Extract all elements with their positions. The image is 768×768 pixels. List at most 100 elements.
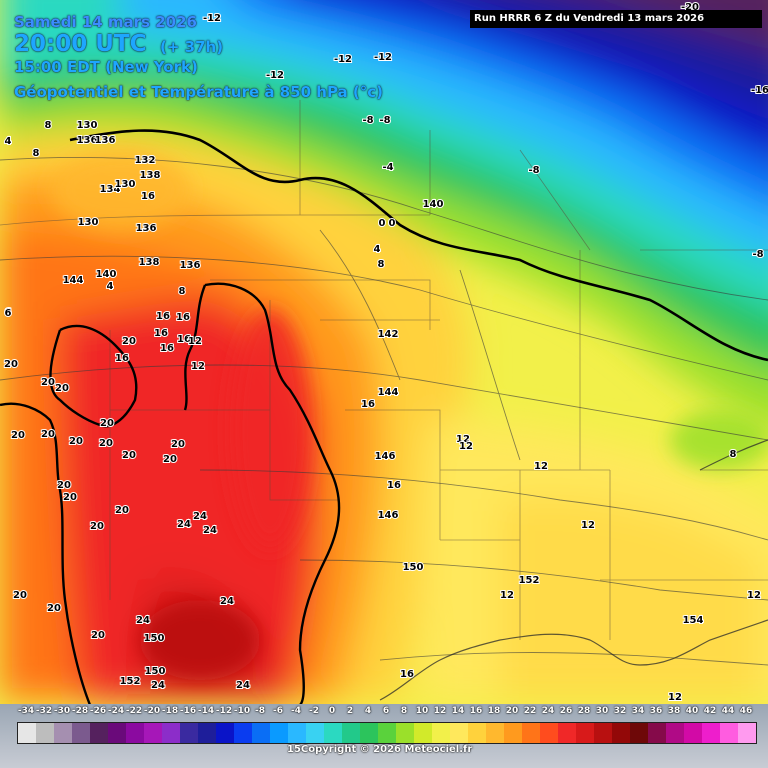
isotherm-label: 4 bbox=[107, 281, 114, 292]
isotherm-label: 16 bbox=[160, 343, 174, 354]
run-info: Run HRRR 6 Z du Vendredi 13 mars 2026 bbox=[470, 10, 762, 28]
isotherm-label: 12 bbox=[500, 590, 514, 601]
isotherm-label: -4 bbox=[382, 162, 393, 173]
scale-tick-label: 14 bbox=[451, 706, 465, 716]
scale-swatch bbox=[18, 723, 36, 743]
scale-tick-label: -24 bbox=[107, 706, 125, 716]
scale-tick-label: -12 bbox=[215, 706, 233, 716]
isotherm-label: 12 bbox=[747, 590, 761, 601]
geopotential-label: 142 bbox=[378, 329, 399, 340]
isotherm-label: 20 bbox=[63, 492, 77, 503]
geopotential-label: 150 bbox=[145, 666, 166, 677]
isotherm-label: 12 bbox=[581, 520, 595, 531]
scale-tick-label: 34 bbox=[631, 706, 645, 716]
isotherm-label: 8 bbox=[45, 120, 52, 131]
scale-swatch bbox=[738, 723, 756, 743]
isotherm-label: 16 bbox=[115, 353, 129, 364]
twenty-isotherm bbox=[0, 282, 341, 706]
isotherm-label: 8 bbox=[33, 148, 40, 159]
scale-swatch bbox=[144, 723, 162, 743]
isotherm-label: 20 bbox=[69, 436, 83, 447]
isotherm-label: 16 bbox=[176, 312, 190, 323]
isotherm-label: -12 bbox=[203, 13, 221, 24]
isotherm-label: 12 bbox=[191, 361, 205, 372]
forecast-date: Samedi 14 mars 2026 bbox=[14, 13, 197, 31]
geopotential-label: 130 bbox=[115, 179, 136, 190]
scale-tick-label: 40 bbox=[685, 706, 699, 716]
geopotential-label: 140 bbox=[96, 269, 117, 280]
isotherm-label: 8 bbox=[730, 449, 737, 460]
scale-tick-labels: -34 -32 -30 -28 -26 -24 -22 -20 -18 -16 -14 -12 -10-… bbox=[0, 704, 768, 720]
isotherm-label: 20 bbox=[47, 603, 61, 614]
isotherm-label: -8 bbox=[379, 115, 390, 126]
geopotential-label: 144 bbox=[63, 275, 84, 286]
scale-swatch bbox=[162, 723, 180, 743]
isotherm-label: -12 bbox=[334, 54, 352, 65]
isotherm-label: 0 bbox=[389, 218, 396, 229]
geopotential-label: 146 bbox=[378, 510, 399, 521]
scale-tick-label: 10 bbox=[415, 706, 429, 716]
scale-swatch bbox=[180, 723, 198, 743]
scale-tick-label: 46 bbox=[739, 706, 753, 716]
isotherm-label: -12 bbox=[374, 52, 392, 63]
scale-tick-label: -6 bbox=[273, 706, 283, 716]
parameter-title: Géopotentiel et Température à 850 hPa (°… bbox=[14, 83, 383, 101]
scale-tick-label: -8 bbox=[255, 706, 265, 716]
isotherm-label: 20 bbox=[55, 383, 69, 394]
isotherm-label: 16 bbox=[387, 480, 401, 491]
scale-swatch bbox=[666, 723, 684, 743]
forecast-utc-time: 20:00 UTC bbox=[14, 31, 147, 57]
scale-swatch bbox=[234, 723, 252, 743]
scale-tick-label: 36 bbox=[649, 706, 663, 716]
scale-tick-label: 32 bbox=[613, 706, 627, 716]
scale-swatch bbox=[252, 723, 270, 743]
geopotential-label: 152 bbox=[120, 676, 141, 687]
isotherm-label: 0 bbox=[379, 218, 386, 229]
isotherm-label: 20 bbox=[122, 450, 136, 461]
isotherm-label: 20 bbox=[4, 359, 18, 370]
isotherm-label: 20 bbox=[115, 505, 129, 516]
isotherm-label: 20 bbox=[13, 590, 27, 601]
scale-swatch bbox=[594, 723, 612, 743]
isotherm-label: 24 bbox=[203, 525, 217, 536]
isotherm-label: 20 bbox=[41, 377, 55, 388]
isotherm-label: -8 bbox=[362, 115, 373, 126]
isotherm-label: 6 bbox=[5, 308, 12, 319]
scale-swatch bbox=[270, 723, 288, 743]
geopotential-label: 136 bbox=[180, 260, 201, 271]
isotherm-label: 24 bbox=[177, 519, 191, 530]
scale-swatch bbox=[684, 723, 702, 743]
scale-tick-label: -30 bbox=[53, 706, 71, 716]
scale-swatch bbox=[378, 723, 396, 743]
isotherm-label: -8 bbox=[528, 165, 539, 176]
scale-tick-label: 28 bbox=[577, 706, 591, 716]
geopotential-label: 136 bbox=[77, 135, 98, 146]
isotherm-label: 24 bbox=[151, 680, 165, 691]
isotherm-label: 12 bbox=[188, 336, 202, 347]
geopotential-label: 146 bbox=[375, 451, 396, 462]
geopotential-label: 132 bbox=[135, 155, 156, 166]
scale-swatch bbox=[396, 723, 414, 743]
scale-swatch bbox=[720, 723, 738, 743]
isotherm-label: -12 bbox=[266, 70, 284, 81]
geopotential-label: 138 bbox=[140, 170, 161, 181]
scale-tick-label: -34 bbox=[17, 706, 35, 716]
scale-swatch bbox=[648, 723, 666, 743]
state-borders bbox=[0, 100, 768, 640]
isotherm-label: 12 bbox=[668, 692, 682, 703]
scale-swatch bbox=[558, 723, 576, 743]
scale-swatch bbox=[486, 723, 504, 743]
isotherm-label: 12 bbox=[459, 441, 473, 452]
geopotential-label: 136 bbox=[95, 135, 116, 146]
geopotential-label: 130 bbox=[78, 217, 99, 228]
geopotential-label: 134 bbox=[100, 184, 121, 195]
scale-tick-label: 16 bbox=[469, 706, 483, 716]
scale-swatch bbox=[432, 723, 450, 743]
isotherm-label: 24 bbox=[136, 615, 150, 626]
isotherm-label: 8 bbox=[378, 259, 385, 270]
scale-swatch bbox=[468, 723, 486, 743]
scale-swatch bbox=[504, 723, 522, 743]
